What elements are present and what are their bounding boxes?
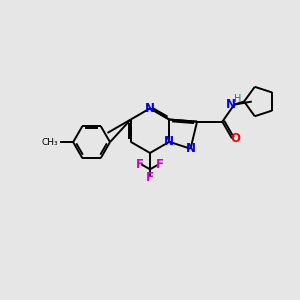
Text: F: F: [146, 171, 154, 184]
Text: N: N: [145, 102, 155, 115]
Text: N: N: [185, 142, 196, 155]
Text: O: O: [230, 132, 240, 145]
Text: F: F: [136, 158, 144, 171]
Text: CH₃: CH₃: [42, 138, 58, 147]
Text: N: N: [164, 135, 174, 148]
Text: H: H: [234, 94, 242, 104]
Text: N: N: [226, 98, 236, 110]
Text: F: F: [156, 158, 164, 171]
